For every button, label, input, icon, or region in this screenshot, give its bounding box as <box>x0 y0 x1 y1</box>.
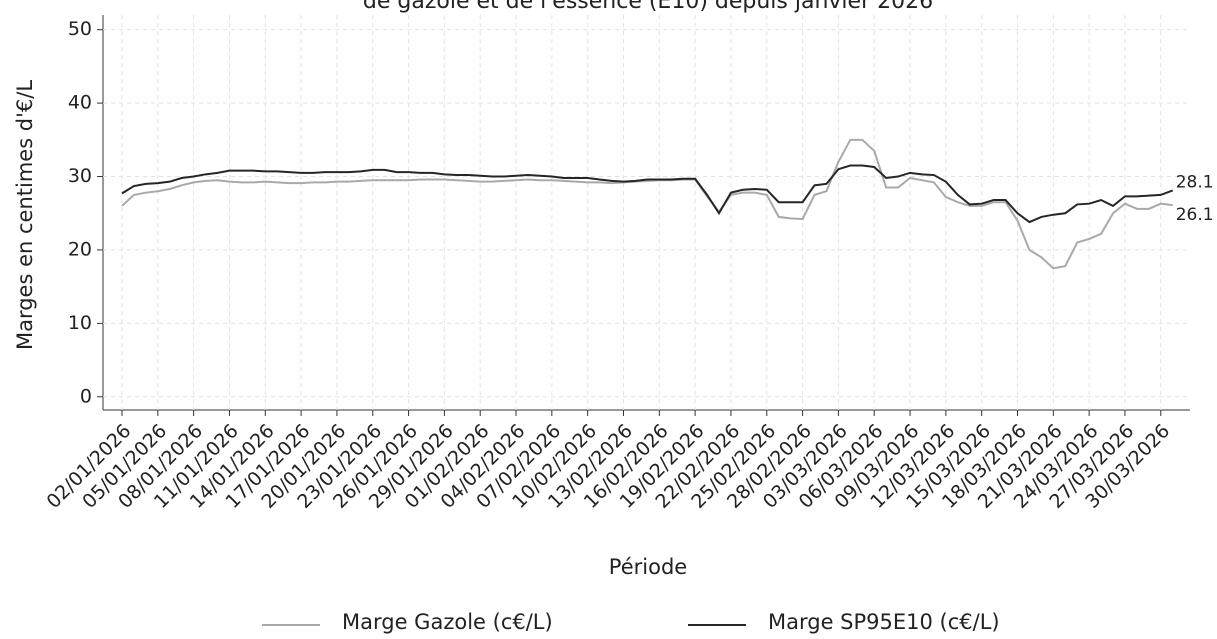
y-axis-label: Marges en centimes d'€/L <box>13 80 37 350</box>
legend-label: Marge Gazole (c€/L) <box>342 610 553 634</box>
end-label: 28.1 <box>1176 172 1214 192</box>
x-axis-label: Période <box>609 555 687 579</box>
y-tick-label: 40 <box>68 92 92 114</box>
legend-label: Marge SP95E10 (c€/L) <box>768 610 1000 634</box>
chart-title: de gazole et de l'essence (E10) depuis j… <box>363 0 933 14</box>
end-label: 26.1 <box>1176 205 1214 225</box>
series-line <box>121 164 1174 224</box>
y-tick-label: 50 <box>68 18 92 40</box>
series-line <box>121 138 1173 270</box>
y-tick-label: 0 <box>80 385 92 407</box>
y-tick-label: 20 <box>68 238 92 260</box>
y-tick-label: 30 <box>68 165 92 187</box>
y-tick-label: 10 <box>68 312 92 334</box>
